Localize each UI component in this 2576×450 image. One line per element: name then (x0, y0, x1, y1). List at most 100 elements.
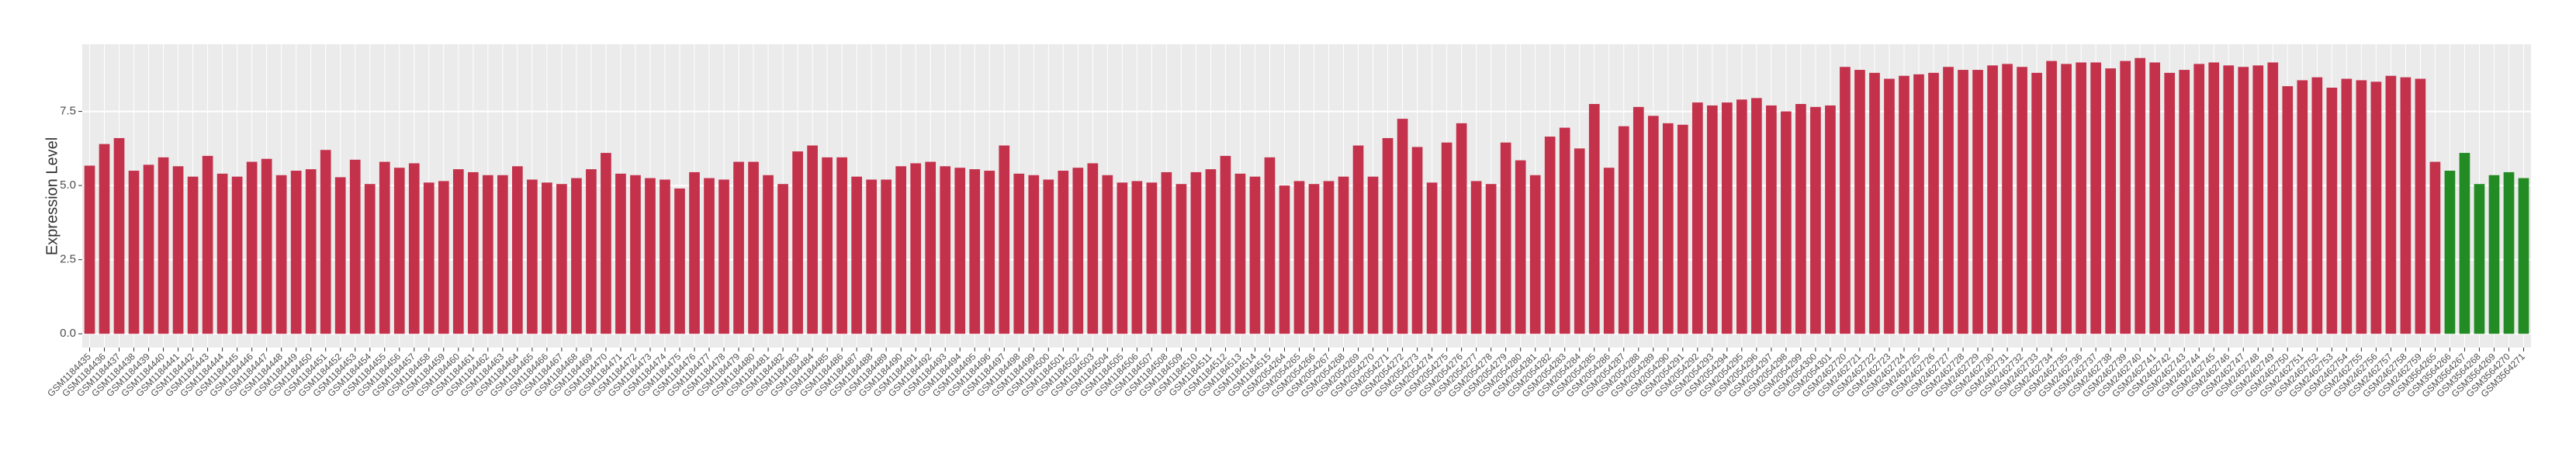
bar (1308, 184, 1320, 334)
bar (2002, 64, 2013, 334)
bar (999, 145, 1010, 334)
bar (2326, 87, 2338, 334)
bar (1470, 181, 1482, 334)
bar (2105, 68, 2117, 334)
bar (866, 179, 877, 334)
bar (2238, 67, 2249, 334)
bar (836, 157, 847, 334)
bar (2503, 171, 2515, 334)
bar (2076, 62, 2086, 334)
bar (1662, 123, 1674, 334)
bar (2252, 65, 2264, 334)
bar (1323, 181, 1335, 334)
y-tick-label: 2.5 (60, 253, 76, 266)
bar (1249, 176, 1261, 334)
bar (1485, 184, 1497, 334)
bar (1781, 111, 1792, 334)
bar (290, 171, 302, 334)
bar (807, 145, 818, 334)
bar (1072, 168, 1084, 334)
bar (1825, 105, 1836, 334)
bar (2444, 171, 2456, 334)
bar (2135, 57, 2146, 334)
bar (1205, 169, 1217, 334)
bar (1234, 173, 1246, 334)
bar (1028, 175, 1040, 334)
bar (1840, 67, 1851, 334)
bar (969, 169, 981, 334)
bar (2031, 72, 2042, 334)
bar (2120, 61, 2131, 334)
bar (1146, 182, 1158, 334)
bar (645, 178, 656, 334)
bar (851, 176, 862, 334)
bar (438, 181, 449, 334)
bar (2164, 72, 2176, 334)
bar (143, 164, 154, 334)
bar (1736, 99, 1747, 334)
bar (246, 161, 258, 334)
bar (2341, 78, 2353, 334)
bar (334, 177, 346, 334)
bar (364, 184, 376, 334)
bar (2061, 64, 2072, 334)
bar (2415, 78, 2426, 334)
bar (1677, 124, 1688, 334)
bar (2518, 178, 2529, 334)
bar (2488, 175, 2500, 334)
bar (1928, 72, 1939, 334)
bar (128, 171, 140, 334)
bar (1190, 171, 1202, 334)
plot-panel (82, 44, 2531, 348)
bar (423, 182, 435, 334)
bar (408, 163, 420, 334)
bar (482, 175, 493, 334)
bar (172, 166, 184, 334)
bar (733, 161, 744, 334)
bar (1500, 142, 1511, 334)
bar (1013, 173, 1025, 334)
bar (822, 157, 833, 334)
bar (1382, 137, 1394, 334)
bar (2429, 161, 2441, 334)
bar (1264, 157, 1276, 334)
bar (1943, 67, 1954, 334)
bar (910, 163, 922, 334)
bar (895, 166, 907, 334)
bar (2311, 77, 2323, 334)
bar (925, 161, 937, 334)
bar (1515, 160, 1526, 334)
bar (2046, 61, 2057, 334)
bar (984, 171, 995, 334)
bar (954, 168, 966, 334)
bar (1544, 137, 1556, 334)
bar (660, 179, 670, 334)
bar (1456, 123, 1467, 334)
bar (1102, 175, 1113, 334)
bar (1972, 70, 1983, 334)
y-tick-label: 7.5 (60, 105, 76, 118)
bar (2179, 70, 2190, 334)
bar (2090, 62, 2101, 334)
bar (2370, 81, 2382, 334)
bar (689, 171, 700, 334)
bar (1691, 102, 1703, 334)
bar (261, 158, 272, 334)
bar (1293, 181, 1305, 334)
bar (1574, 148, 1585, 334)
bar (1043, 179, 1054, 334)
bar (763, 175, 774, 334)
bar (2282, 86, 2294, 334)
bar (940, 166, 951, 334)
bar (1087, 163, 1099, 334)
bar (1810, 106, 1821, 334)
bar (1884, 78, 1895, 334)
bar (704, 178, 715, 334)
bar (1441, 142, 1452, 334)
bar (1131, 181, 1143, 334)
bar (1899, 75, 1909, 334)
bar (84, 165, 95, 334)
bar (2267, 62, 2279, 334)
y-tick-label: 5.0 (60, 178, 76, 192)
